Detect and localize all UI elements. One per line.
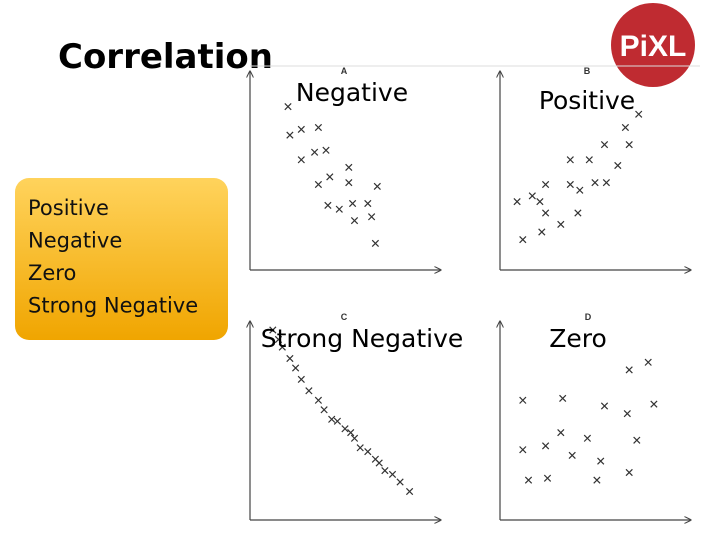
panel-label: D — [585, 312, 592, 322]
point — [625, 366, 633, 374]
point — [286, 354, 294, 363]
point — [324, 201, 332, 210]
options-box — [15, 178, 228, 340]
point — [381, 466, 389, 475]
point — [600, 402, 609, 410]
point — [650, 400, 658, 408]
point — [557, 220, 565, 229]
point — [644, 358, 652, 366]
point — [541, 180, 550, 189]
option: Positive — [28, 196, 109, 220]
point — [536, 197, 544, 206]
point — [347, 428, 355, 437]
point — [528, 192, 536, 200]
panel-label: A — [341, 66, 348, 76]
point — [621, 123, 630, 132]
point — [364, 199, 372, 208]
point — [284, 102, 292, 111]
option: Negative — [28, 229, 122, 253]
point — [297, 375, 305, 384]
point — [373, 182, 381, 191]
point — [350, 434, 359, 442]
point — [314, 123, 323, 132]
point — [348, 199, 357, 208]
point — [574, 209, 582, 217]
point — [524, 476, 533, 484]
point — [559, 394, 567, 403]
point — [633, 436, 641, 444]
point — [305, 387, 313, 395]
point — [356, 444, 364, 452]
point — [396, 478, 404, 486]
point — [333, 417, 342, 425]
point — [625, 468, 633, 477]
point — [345, 178, 353, 187]
option: Strong Negative — [28, 294, 198, 318]
panel-title: Strong Negative — [261, 324, 464, 353]
point — [286, 131, 294, 139]
panel-title: Positive — [539, 86, 635, 115]
point — [583, 434, 592, 442]
point — [566, 180, 574, 189]
logo: PiXL — [611, 3, 695, 87]
point — [297, 156, 305, 164]
panel-title: Zero — [549, 324, 607, 353]
point — [602, 178, 611, 187]
point — [278, 343, 286, 351]
point — [345, 163, 353, 172]
point — [635, 110, 643, 118]
point — [513, 197, 521, 206]
point — [543, 474, 552, 482]
point — [591, 178, 599, 187]
point — [597, 457, 605, 465]
panel-label: B — [584, 66, 591, 76]
point — [364, 447, 372, 456]
logo-text: PiXL — [620, 30, 687, 63]
slide-title: Correlation — [58, 37, 273, 77]
point — [576, 186, 584, 194]
point — [593, 476, 601, 484]
point — [335, 205, 343, 213]
point — [538, 228, 546, 236]
point — [557, 428, 565, 437]
point — [405, 487, 414, 496]
options: Positive Negative Zero Strong Negative — [28, 196, 198, 318]
option: Zero — [28, 261, 76, 285]
point — [614, 161, 622, 170]
point — [274, 335, 283, 344]
point — [625, 140, 633, 149]
point — [350, 216, 359, 225]
panel-title: Negative — [296, 78, 408, 107]
point — [519, 396, 527, 404]
point — [568, 451, 576, 460]
point — [519, 446, 527, 454]
point — [314, 180, 323, 189]
point — [623, 409, 631, 418]
point — [326, 173, 334, 181]
point — [297, 125, 305, 134]
point — [291, 364, 300, 372]
point — [585, 156, 593, 164]
point — [320, 406, 328, 414]
point — [371, 239, 380, 248]
panel-label: C — [341, 312, 348, 322]
point — [322, 146, 330, 154]
point — [541, 209, 550, 217]
point — [375, 459, 383, 467]
point — [519, 235, 527, 244]
point — [310, 148, 319, 156]
point — [541, 442, 550, 450]
point — [328, 415, 336, 423]
point — [341, 425, 349, 433]
point — [367, 213, 376, 221]
point — [388, 470, 397, 479]
point — [600, 140, 609, 149]
point — [314, 396, 323, 404]
point — [269, 326, 277, 334]
point — [566, 156, 574, 164]
